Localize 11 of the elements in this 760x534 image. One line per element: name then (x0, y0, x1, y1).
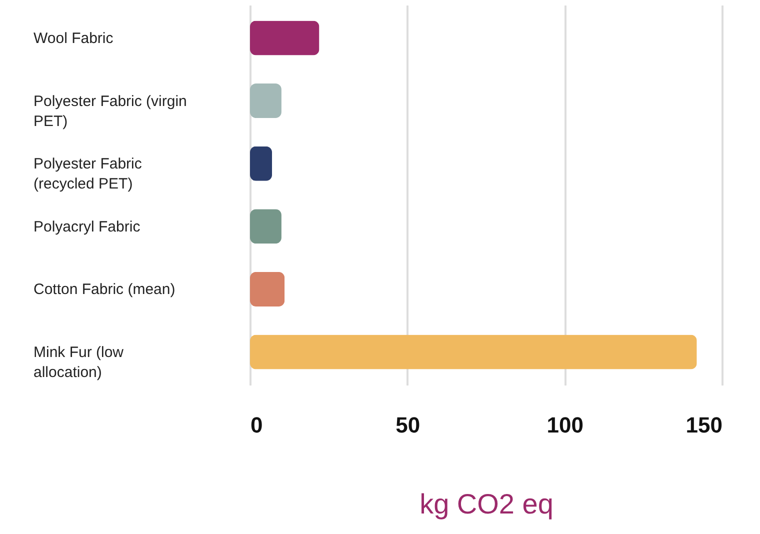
y-tick-label: Polyacryl Fabric (34, 218, 141, 236)
y-tick-label: Mink Fur (low allocation) (34, 344, 124, 382)
y-tick-label: Cotton Fabric (mean) (34, 281, 176, 298)
x-tick-label: 150 (686, 412, 722, 438)
x-tick-label: 100 (546, 412, 584, 438)
y-tick-label: Polyester Fabric (recycled PET) (34, 156, 142, 193)
y-tick-label: Polyester Fabric (virgin PET) (34, 92, 187, 130)
x-tick-label: 0 (250, 412, 263, 438)
x-axis-title: kg CO2 eq (420, 488, 554, 520)
y-tick-label: Wool Fabric (34, 30, 114, 47)
x-tick-label: 50 (396, 412, 420, 438)
